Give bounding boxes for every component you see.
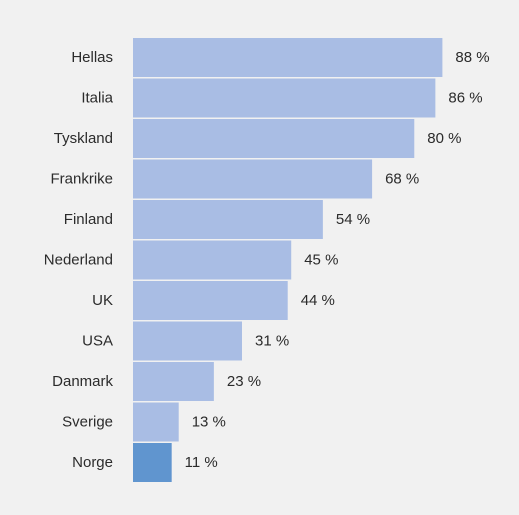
- value-label: 80 %: [427, 130, 461, 147]
- bar-frankrike: [133, 159, 373, 199]
- value-label: 54 %: [336, 211, 370, 228]
- value-label: 86 %: [448, 90, 482, 107]
- value-label: 68 %: [385, 171, 419, 188]
- bar-group-danmark: Danmark 23 %: [52, 362, 261, 401]
- category-label: Italia: [81, 90, 113, 107]
- bar-tyskland: [133, 119, 415, 158]
- bar-hellas: [133, 38, 443, 77]
- bar-sverige: [133, 402, 179, 442]
- bar-group-hellas: Hellas 88 %: [71, 38, 490, 77]
- category-label: Norge: [72, 454, 113, 471]
- value-label: 44 %: [301, 292, 335, 309]
- category-label: Finland: [64, 211, 113, 228]
- category-label: USA: [82, 333, 113, 350]
- category-label: Hellas: [71, 49, 113, 66]
- value-label: 31 %: [255, 333, 289, 350]
- category-label: Sverige: [62, 414, 113, 431]
- category-label: Nederland: [44, 252, 113, 269]
- bar-group-tyskland: Tyskland 80 %: [54, 119, 461, 158]
- bar-group-nederland: Nederland 45 %: [44, 240, 338, 280]
- bar-usa: [133, 321, 242, 361]
- bar-norge: [133, 443, 172, 482]
- bar-group-uk: UK 44 %: [92, 281, 335, 320]
- category-label: Danmark: [52, 373, 113, 390]
- value-label: 23 %: [227, 373, 261, 390]
- category-label: Frankrike: [50, 171, 113, 188]
- bar-group-frankrike: Frankrike 68 %: [50, 159, 419, 199]
- bar-uk: [133, 281, 288, 320]
- bar-italia: [133, 78, 436, 118]
- bar-nederland: [133, 240, 292, 280]
- value-label: 88 %: [455, 49, 489, 66]
- value-label: 11 %: [185, 454, 218, 471]
- value-label: 13 %: [192, 414, 226, 431]
- bar-danmark: [133, 362, 214, 401]
- bar-group-finland: Finland 54 %: [64, 200, 370, 239]
- bar-group-norge: Norge 11 %: [72, 443, 218, 482]
- category-label: Tyskland: [54, 130, 113, 147]
- bar-group-sverige: Sverige 13 %: [62, 402, 226, 442]
- bar-group-italia: Italia 86 %: [81, 78, 483, 118]
- value-label: 45 %: [304, 252, 338, 269]
- bar-group-usa: USA 31 %: [82, 321, 289, 361]
- category-label: UK: [92, 292, 113, 309]
- bar-finland: [133, 200, 323, 239]
